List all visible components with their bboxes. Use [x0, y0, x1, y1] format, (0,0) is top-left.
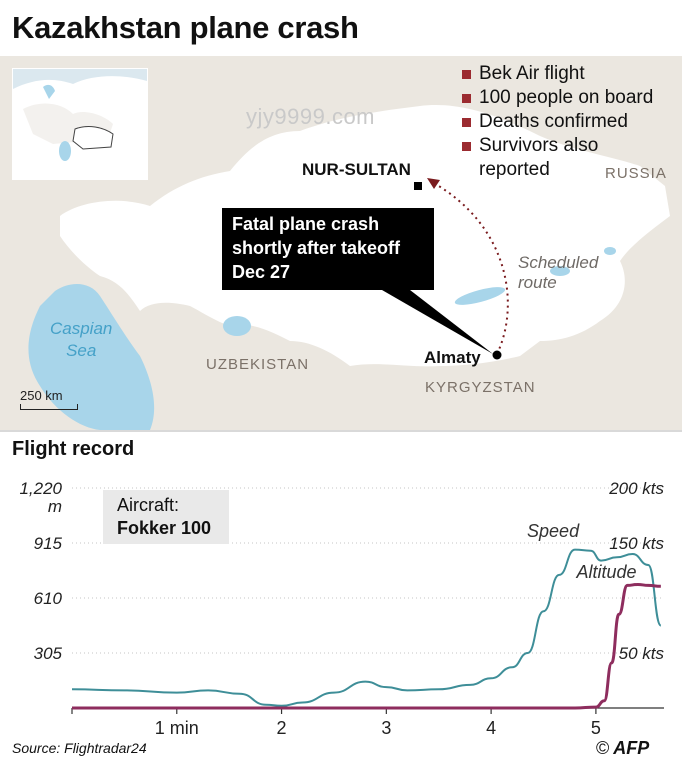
legend-item: 100 people on board	[462, 86, 677, 110]
right-tick-label: 200 kts	[608, 479, 664, 498]
legend: Bek Air flight 100 people on board Death…	[462, 62, 677, 182]
series-label-speed: Speed	[527, 521, 580, 541]
map: yjy9999.com Bek Air flight 100 people on…	[0, 56, 682, 430]
city-label-almaty: Almaty	[424, 348, 481, 367]
map-scale: 250 km	[20, 388, 78, 410]
country-label-kyrgyzstan: KYRGYZSTAN	[425, 379, 536, 396]
x-tick-label: 4	[486, 718, 496, 736]
country-label-russia: RUSSIA	[605, 165, 667, 182]
legend-marker-icon	[462, 94, 471, 103]
country-label-uzbekistan: UZBEKISTAN	[206, 356, 310, 373]
afp-logo: AFP	[613, 738, 650, 758]
y-tick-label: 915	[34, 534, 63, 553]
x-tick-label: 1 min	[155, 718, 199, 736]
city-label-nur-sultan: NUR-SULTAN	[302, 160, 411, 179]
source-note: Source: Flightradar24	[12, 740, 147, 756]
inset-locator-map	[12, 68, 148, 180]
route-label: Scheduled route	[518, 253, 599, 292]
legend-marker-icon	[462, 142, 471, 151]
scale-bar	[20, 404, 78, 410]
aircraft-box: Aircraft: Fokker 100	[103, 490, 229, 544]
page-title: Kazakhstan plane crash	[12, 10, 359, 45]
chart-title: Flight record	[12, 438, 135, 460]
y-tick-label: 610	[34, 589, 63, 608]
y-tick-label: 305	[34, 644, 63, 663]
route-arrow-icon	[427, 178, 440, 189]
almaty-marker	[492, 350, 502, 360]
series-line-speed	[71, 548, 662, 707]
watermark: yjy9999.com	[246, 104, 376, 129]
legend-item: Bek Air flight	[462, 62, 677, 86]
legend-item: Survivors also reported	[462, 134, 677, 182]
credit: © AFP	[596, 738, 650, 758]
series-line-altitude	[71, 582, 661, 710]
x-tick-label: 3	[381, 718, 391, 736]
series-label-altitude: Altitude	[575, 562, 636, 582]
sea-label: Caspian Sea	[50, 319, 113, 360]
y-tick-label: 1,220	[19, 479, 62, 498]
y-unit-label: m	[48, 497, 62, 516]
crash-callout: Fatal plane crash shortly after takeoff …	[222, 208, 434, 290]
legend-marker-icon	[462, 118, 471, 127]
divider	[0, 430, 682, 432]
legend-marker-icon	[462, 70, 471, 79]
x-tick-label: 2	[277, 718, 287, 736]
callout-pointer	[382, 290, 493, 354]
legend-item: Deaths confirmed	[462, 110, 677, 134]
right-tick-label: 50 kts	[619, 644, 665, 663]
caspian-sea	[28, 284, 155, 430]
right-tick-label: 150 kts	[609, 534, 664, 553]
x-tick-label: 5	[591, 718, 601, 736]
nur-sultan-marker	[414, 182, 422, 190]
